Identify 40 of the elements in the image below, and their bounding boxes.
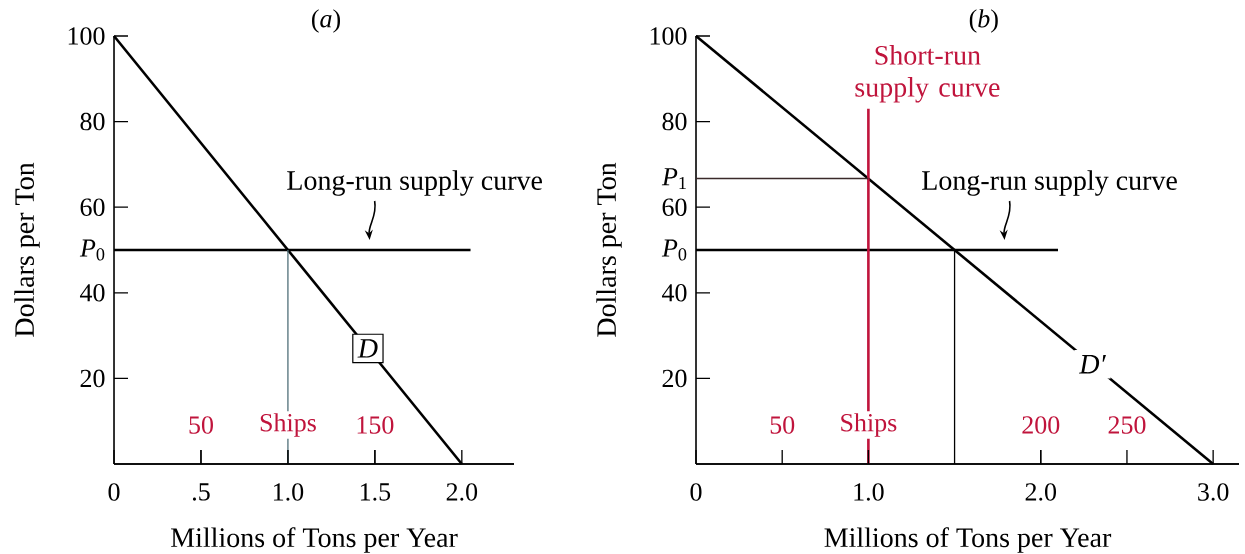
- y-tick-label: 80: [662, 112, 687, 131]
- y-tick-label: 40: [79, 284, 105, 302]
- annotation: P$_{1}$: [661, 168, 686, 189]
- x-axis-title: Millions of Tons per Year: [824, 527, 1112, 553]
- x-tick-label: 1.0: [273, 483, 304, 501]
- x-tick-label: 2.0: [446, 483, 478, 501]
- x-tick-label: 3.0: [1198, 483, 1229, 501]
- y-tick-label: 60: [80, 198, 105, 216]
- annotation: Long-run supply curve: [287, 170, 542, 196]
- x2-tick-label: 250: [1108, 416, 1146, 434]
- x2-tick-label: Ships: [841, 413, 897, 437]
- x-axis-title: Millions of Tons per Year: [171, 527, 458, 553]
- x2-tick-label: 50: [189, 416, 213, 434]
- x2-tick-label: Ships: [260, 413, 316, 437]
- y-tick-label: 20: [662, 369, 687, 388]
- annotation: D: [357, 339, 378, 358]
- y-tick-label: 100: [650, 27, 687, 45]
- x-tick-label: 2.0: [1025, 483, 1057, 501]
- y-axis-title: Dollars per Ton: [14, 162, 40, 337]
- y-tick-label: 100: [68, 27, 105, 45]
- annotation: P$_{0}$: [661, 239, 687, 261]
- annotation: Short-run supply curve: [855, 45, 1000, 103]
- x-tick-label: 0: [690, 483, 702, 501]
- x2-tick-label: 150: [357, 416, 394, 434]
- x2-tick-label: 200: [1022, 416, 1060, 434]
- x2-tick-label: 50: [770, 416, 795, 434]
- y-tick-label: 20: [80, 369, 105, 388]
- chart-title: (a): [312, 9, 341, 33]
- annotation: D′: [1078, 355, 1106, 374]
- annotation: P$_{0}$: [79, 239, 105, 261]
- y-axis-title: Dollars per Ton: [596, 162, 622, 337]
- chart-title: (b): [969, 9, 998, 33]
- annotation: Long-run supply curve: [922, 170, 1177, 196]
- x-tick-label: 1.0: [854, 483, 884, 501]
- x-tick-label: 1.5: [360, 483, 391, 501]
- x-tick-label: 0: [108, 483, 120, 501]
- x-tick-label: .5: [192, 483, 210, 501]
- y-tick-label: 60: [662, 198, 687, 216]
- y-tick-label: 80: [80, 112, 105, 131]
- y-tick-label: 40: [661, 284, 687, 302]
